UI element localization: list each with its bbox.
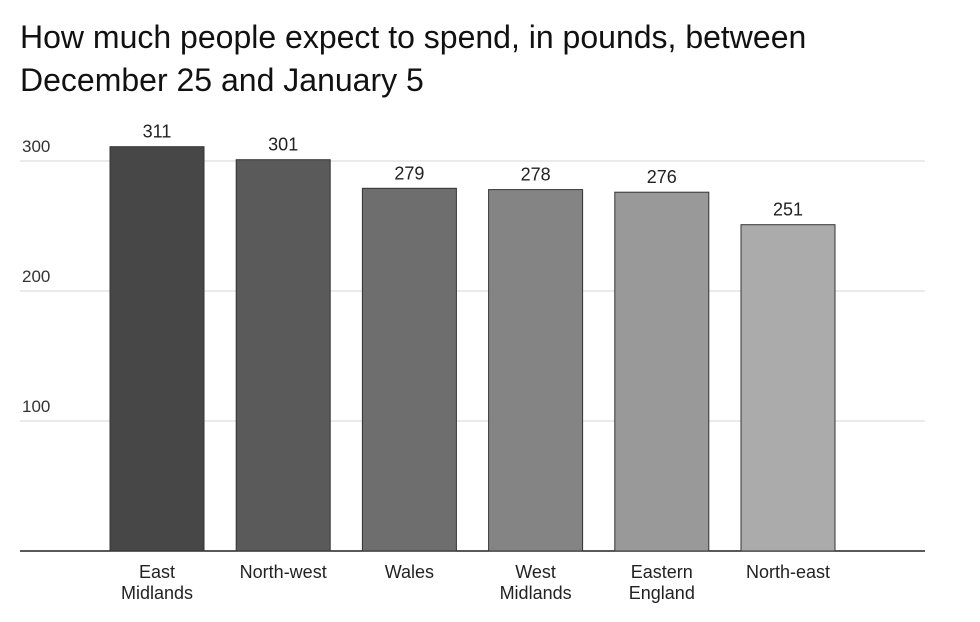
y-tick-label: 200	[22, 267, 50, 286]
value-label: 278	[521, 165, 551, 185]
chart-title: How much people expect to spend, in poun…	[20, 19, 806, 55]
chart-title: December 25 and January 5	[20, 62, 424, 98]
bar	[361, 187, 457, 552]
value-label: 251	[773, 200, 803, 220]
x-tick-label: Wales	[385, 562, 434, 582]
bar	[235, 159, 331, 552]
x-tick-label: East Midlands	[121, 562, 193, 603]
bar	[109, 146, 205, 552]
bar	[488, 189, 584, 552]
bar	[614, 191, 710, 552]
y-tick-label: 100	[22, 397, 50, 416]
bar	[740, 224, 836, 552]
value-label: 301	[268, 135, 298, 155]
x-tick-label: North-east	[746, 562, 830, 582]
value-label: 279	[394, 163, 424, 183]
value-label: 276	[647, 167, 677, 187]
value-label: 311	[143, 122, 172, 142]
x-tick-label: Eastern England	[629, 562, 695, 603]
x-tick-label: West Midlands	[500, 562, 572, 603]
x-tick-label: North-west	[240, 562, 327, 582]
y-tick-label: 300	[22, 137, 50, 156]
